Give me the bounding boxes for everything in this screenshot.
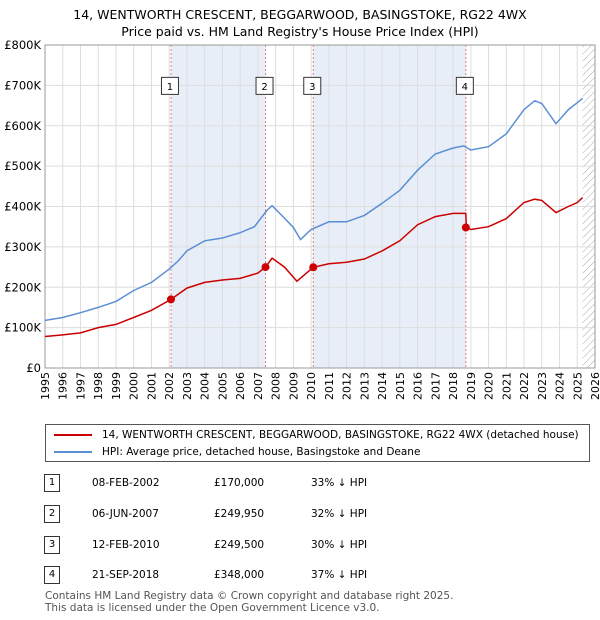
x-tick-label: 2010 (305, 372, 318, 400)
x-tick-label: 2015 (394, 372, 407, 400)
property-line (44, 197, 584, 338)
x-tick-label: 1995 (39, 372, 52, 400)
y-tick-label: £100K (4, 321, 41, 335)
table-row: 1 08-FEB-2002 £170,000 33% ↓ HPI (0, 474, 600, 494)
chart-title-line1: 14, WENTWORTH CRESCENT, BEGGARWOOD, BASI… (73, 7, 527, 22)
transaction-price: £249,950 (214, 508, 265, 520)
transaction-number: 4 (44, 566, 60, 584)
y-tick-label: £400K (4, 200, 41, 214)
chart-title-line2: Price paid vs. HM Land Registry's House … (121, 24, 479, 39)
x-tick-label: 2019 (465, 372, 478, 400)
x-tick-label: 2016 (412, 372, 425, 400)
table-row: 2 06-JUN-2007 £249,950 32% ↓ HPI (0, 505, 600, 525)
table-row: 3 12-FEB-2010 £249,500 30% ↓ HPI (0, 536, 600, 556)
sale-marker: 1 (160, 76, 179, 95)
x-tick-label: 2013 (358, 372, 371, 400)
x-tick-label: 1997 (74, 372, 87, 400)
sale-point (309, 263, 318, 272)
x-tick-label: 2021 (500, 372, 513, 400)
legend-label-property: 14, WENTWORTH CRESCENT, BEGGARWOOD, BASI… (102, 429, 579, 441)
footer: Contains HM Land Registry data © Crown c… (45, 590, 453, 614)
footer-copyright: Contains HM Land Registry data © Crown c… (45, 590, 454, 602)
x-tick-label: 2007 (252, 372, 265, 400)
transaction-date: 21-SEP-2018 (92, 569, 160, 581)
sale-marker-label: 4 (462, 82, 468, 93)
x-tick-label: 2018 (447, 372, 460, 400)
x-tick-label: 2003 (181, 372, 194, 400)
plot-border (44, 44, 596, 369)
x-tick-label: 2020 (483, 372, 496, 400)
y-tick-label: £700K (4, 78, 41, 92)
x-tick-label: 2002 (163, 372, 176, 400)
legend-swatch-hpi (54, 451, 92, 453)
transaction-number: 1 (44, 474, 60, 492)
sale-point (166, 295, 175, 304)
y-tick-label: £200K (4, 280, 41, 294)
transaction-number: 2 (44, 505, 60, 523)
x-tick-label: 2017 (429, 372, 442, 400)
sale-marker-label: 3 (309, 82, 315, 93)
x-tick-label: 1998 (92, 372, 105, 400)
x-tick-label: 2023 (536, 372, 549, 400)
table-row: 4 21-SEP-2018 £348,000 37% ↓ HPI (0, 566, 600, 586)
y-tick-label: £300K (4, 240, 41, 254)
x-tick-label: 2011 (323, 372, 336, 400)
sale-marker-label: 2 (261, 82, 267, 93)
transaction-hpi-diff: 33% ↓ HPI (311, 477, 368, 489)
transaction-number: 3 (44, 536, 60, 554)
x-tick-label: 2022 (518, 372, 531, 400)
legend: 14, WENTWORTH CRESCENT, BEGGARWOOD, BASI… (45, 424, 590, 462)
price-chart: 1 2 3 4 £0 £100K £200K £300K £400K £500K £600K £700… (4, 38, 600, 400)
footer-licence: This data is licensed under the Open Gov… (45, 602, 380, 614)
y-tick-label: £500K (4, 159, 41, 173)
transaction-price: £348,000 (214, 569, 265, 581)
sale-marker-box (255, 76, 274, 95)
hpi-line (44, 97, 584, 322)
y-tick-label: £600K (4, 119, 41, 133)
x-tick-label: 2004 (199, 372, 212, 400)
x-tick-label: 1999 (110, 372, 123, 400)
x-tick-label: 2014 (376, 372, 389, 400)
legend-swatch-property (54, 434, 92, 436)
transaction-price: £249,500 (214, 539, 265, 551)
transaction-date: 08-FEB-2002 (92, 477, 160, 489)
sale-marker-box (160, 76, 179, 95)
x-tick-label: 2001 (145, 372, 158, 400)
transaction-hpi-diff: 30% ↓ HPI (311, 539, 368, 551)
sale-marker-box (303, 76, 322, 95)
x-tick-label: 2000 (128, 372, 141, 400)
sale-marker: 3 (303, 76, 322, 95)
x-tick-label: 2008 (270, 372, 283, 400)
transaction-price: £170,000 (214, 477, 265, 489)
y-tick-label: £800K (4, 38, 41, 52)
transaction-date: 12-FEB-2010 (92, 539, 160, 551)
sale-marker: 4 (455, 76, 474, 95)
x-tick-label: 2026 (589, 372, 600, 400)
x-tick-label: 2025 (571, 372, 584, 400)
transaction-hpi-diff: 37% ↓ HPI (311, 569, 368, 581)
legend-label-hpi: HPI: Average price, detached house, Basi… (102, 446, 421, 458)
x-tick-label: 2024 (554, 372, 567, 400)
y-tick-label: £0 (26, 361, 41, 375)
sale-marker: 2 (255, 76, 274, 95)
sale-point (461, 223, 470, 232)
x-tick-label: 2009 (287, 372, 300, 400)
x-tick-label: 2012 (341, 372, 354, 400)
sale-marker-label: 1 (167, 82, 173, 93)
transaction-date: 06-JUN-2007 (92, 508, 159, 520)
x-tick-label: 2005 (216, 372, 229, 400)
x-tick-label: 2006 (234, 372, 247, 400)
sale-point (261, 263, 270, 272)
transaction-hpi-diff: 32% ↓ HPI (311, 508, 368, 520)
sale-marker-box (455, 76, 474, 95)
x-tick-label: 1996 (57, 372, 70, 400)
